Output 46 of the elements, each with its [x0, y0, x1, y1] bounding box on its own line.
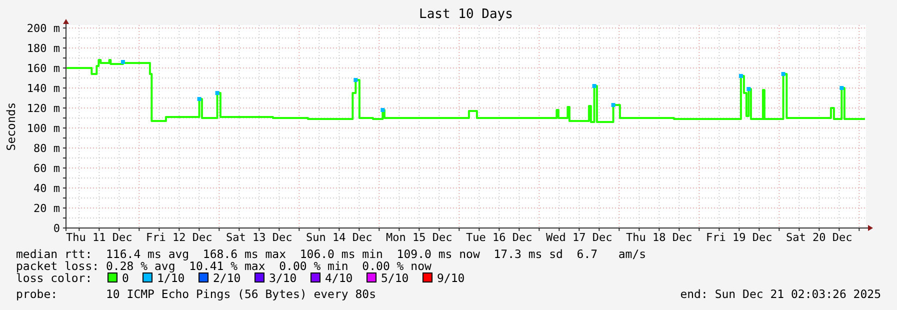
point: [215, 91, 220, 95]
legend-label: 3/10: [269, 271, 297, 285]
point: [120, 60, 125, 64]
legend-label: 5/10: [381, 271, 409, 285]
legend-label: 9/10: [437, 271, 465, 285]
y-tick-label: 20 m: [34, 202, 60, 215]
y-tick-label: 160 m: [26, 62, 60, 75]
point: [611, 103, 616, 107]
x-tick-label: Sat 13 Dec: [226, 231, 292, 244]
y-tick-label: 100 m: [26, 122, 60, 135]
text: median rtt: 116.4 ms avg 168.6 ms max 106.0 ms min 109.0 ms now 17.3 ms sd 6.7 am/s: [16, 247, 646, 261]
x-tick-label: Sun 14 Dec: [306, 231, 372, 244]
point: [746, 87, 751, 91]
legend-label: 1/10: [157, 271, 185, 285]
y-axis-title: Seconds: [4, 102, 18, 151]
legend-label: 0: [122, 271, 129, 285]
point: [380, 108, 385, 112]
y-tick-label: 120 m: [26, 102, 60, 115]
point: [840, 86, 844, 90]
y-tick-label: 80 m: [34, 142, 60, 155]
y-tick-label: 200 m: [26, 22, 60, 35]
x-tick-label: Tue 16 Dec: [466, 231, 532, 244]
x-tick-label: Fri 12 Dec: [146, 231, 212, 244]
y-tick-label: 0: [53, 222, 60, 235]
point: [197, 97, 202, 101]
point: [781, 72, 786, 76]
x-tick-label: Mon 15 Dec: [386, 231, 452, 244]
x-tick-label: Fri 19 Dec: [706, 231, 772, 244]
legend-label: 2/10: [213, 271, 241, 285]
text: probe: 10 ICMP Echo Pings (56 Bytes) every 80s: [16, 287, 376, 301]
point: [592, 84, 596, 88]
chart-title: Last 10 Days: [419, 7, 513, 22]
point: [738, 74, 743, 78]
x-tick-label: Thu 18 Dec: [626, 231, 692, 244]
y-tick-label: 40 m: [34, 182, 60, 195]
legend-title: loss color:: [16, 271, 92, 285]
text: end: Sun Dec 21 02:03:26 2025: [680, 287, 881, 301]
point: [354, 78, 358, 82]
y-tick-label: 180 m: [26, 42, 60, 55]
x-tick-label: Wed 17 Dec: [546, 231, 612, 244]
y-tick-label: 60 m: [34, 162, 60, 175]
x-tick-label: Thu 11 Dec: [66, 231, 132, 244]
x-tick-label: Sat 20 Dec: [786, 231, 852, 244]
text: packet loss: 0.28 % avg 10.41 % max 0.00 % min 0.00 % now: [16, 259, 432, 273]
legend-label: 4/10: [325, 271, 353, 285]
y-tick-label: 140 m: [26, 82, 60, 95]
